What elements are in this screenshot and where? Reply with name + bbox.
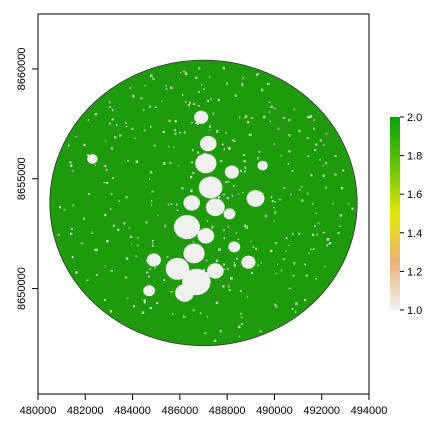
low-value-patch: [173, 214, 200, 240]
legend-tick-label: 1.0: [407, 305, 422, 317]
legend-tick-label: 1.4: [407, 228, 422, 240]
y-tick-label: 8655000: [16, 157, 28, 200]
raster-circle: [49, 60, 358, 346]
low-value-patch: [195, 153, 217, 174]
x-tick-label: 480000: [20, 405, 57, 417]
low-value-patch: [183, 195, 200, 211]
low-value-patch: [146, 253, 161, 267]
low-value-patch: [207, 263, 224, 279]
low-value-patch: [197, 228, 215, 244]
x-tick-label: 490000: [256, 405, 293, 417]
y-tick-label: 8650000: [16, 267, 28, 310]
low-value-patch: [199, 135, 217, 152]
raster-layer: [49, 59, 358, 347]
low-value-patch: [194, 110, 209, 124]
low-value-patch: [143, 285, 156, 297]
color-legend: 1.0 1.2 1.4 1.6 1.8 2.0: [390, 112, 422, 317]
x-tick-label: 492000: [303, 405, 340, 417]
legend-tick-label: 2.0: [407, 112, 422, 124]
x-tick-label: 486000: [161, 405, 198, 417]
low-value-patch: [224, 165, 239, 179]
low-value-patch: [198, 176, 223, 199]
x-tick-label: 488000: [209, 405, 246, 417]
legend-color-bar: [390, 117, 400, 310]
low-value-patch: [228, 241, 241, 253]
legend-tick-label: 1.6: [407, 189, 422, 201]
x-tick-label: 494000: [351, 405, 388, 417]
low-value-patch: [183, 243, 205, 264]
raster-outline: [49, 59, 358, 347]
y-axis: 8650000 8655000 8660000: [16, 47, 39, 310]
low-value-patch: [165, 257, 190, 280]
low-value-patch: [205, 198, 225, 217]
x-tick-label: 484000: [114, 405, 151, 417]
low-value-patch: [257, 160, 268, 171]
low-value-patch: [223, 208, 236, 220]
y-tick-label: 8660000: [16, 47, 28, 90]
x-tick-label: 482000: [67, 405, 104, 417]
legend-tick-label: 1.2: [407, 266, 422, 278]
low-value-patch: [175, 284, 195, 302]
legend-tick-label: 1.8: [407, 151, 422, 163]
x-axis: 480000 482000 484000 486000 488000 490000 4920…: [20, 393, 388, 417]
